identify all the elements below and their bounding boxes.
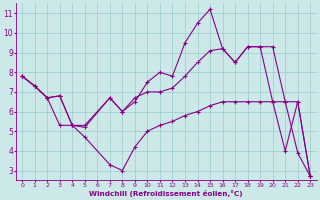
X-axis label: Windchill (Refroidissement éolien,°C): Windchill (Refroidissement éolien,°C) <box>89 190 243 197</box>
